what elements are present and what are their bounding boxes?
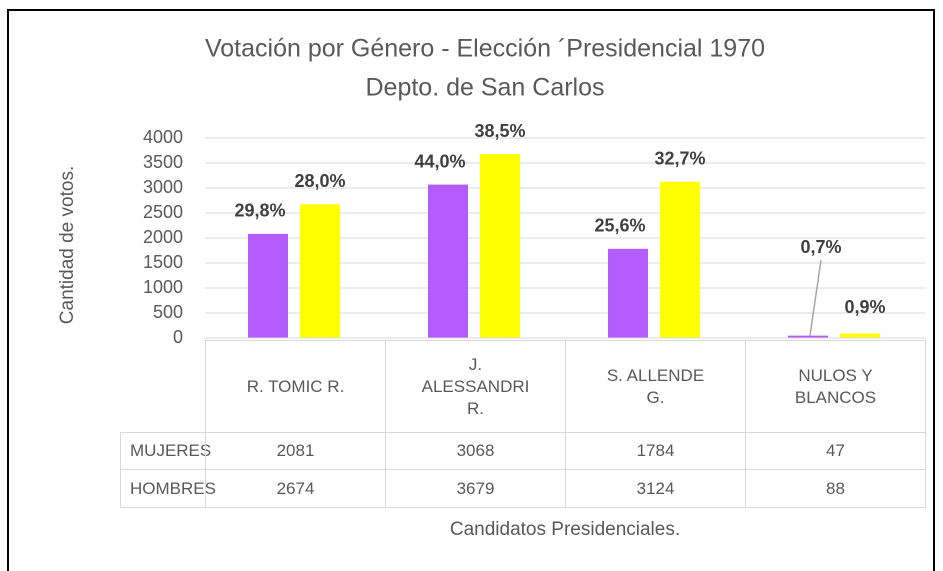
x-tick-label: R. TOMIC R. <box>246 376 345 396</box>
data-label: 25,6% <box>594 216 645 236</box>
y-tick-label: 1500 <box>143 252 183 272</box>
data-label: 38,5% <box>474 121 525 141</box>
bar <box>300 204 340 338</box>
x-tick-label: S. ALLENDE G. <box>606 365 705 407</box>
data-label: 0,9% <box>844 297 885 317</box>
x-tick-label: J. ALESSANDRI R. <box>421 354 530 418</box>
table-value: 2674 <box>205 469 386 508</box>
chart-title: Votación por Género - Elección ´Presiden… <box>205 35 765 63</box>
table-value: 2081 <box>205 432 386 470</box>
data-label: 32,7% <box>654 149 705 169</box>
y-tick-label: 1000 <box>143 277 183 297</box>
bar <box>788 335 828 338</box>
table-value: 3068 <box>385 432 566 470</box>
y-tick-label: 2500 <box>143 202 183 222</box>
table-value: 47 <box>745 432 926 470</box>
y-tick-label: 4000 <box>143 127 183 147</box>
table-value: 1784 <box>565 432 746 470</box>
table-value: 88 <box>745 469 926 508</box>
data-label: 44,0% <box>414 151 465 171</box>
y-tick-label: 2000 <box>143 227 183 247</box>
bar <box>480 154 520 338</box>
bar <box>248 233 288 338</box>
category-header: NULOS Y BLANCOS <box>745 340 926 433</box>
y-tick-label: 500 <box>153 302 183 322</box>
bar <box>660 181 700 338</box>
data-label: 28,0% <box>294 171 345 191</box>
leader-line <box>809 259 822 336</box>
y-tick-label: 3500 <box>143 152 183 172</box>
data-label: 0,7% <box>800 237 841 257</box>
category-header: S. ALLENDE G. <box>565 340 746 433</box>
data-label: 29,8% <box>234 201 285 221</box>
bar <box>840 333 880 338</box>
bar <box>428 184 468 338</box>
x-axis-title: Candidatos Presidenciales. <box>450 519 680 540</box>
table-value: 3124 <box>565 469 746 508</box>
category-header: J. ALESSANDRI R. <box>385 340 566 433</box>
legend-label: MUJERES <box>130 441 212 460</box>
y-axis-title: Cantidad de votos. <box>57 166 78 324</box>
table-value: 3679 <box>385 469 566 508</box>
bar <box>608 248 648 338</box>
legend-cell: HOMBRES <box>120 469 216 508</box>
chart-border <box>7 9 935 571</box>
x-tick-label: NULOS Y BLANCOS <box>794 365 877 407</box>
y-tick-label: 0 <box>173 327 183 347</box>
category-header: R. TOMIC R. <box>205 340 386 433</box>
legend-label: HOMBRES <box>130 478 216 498</box>
y-tick-label: 3000 <box>143 177 183 197</box>
chart-subtitle: Depto. de San Carlos <box>365 74 604 102</box>
legend-cell: MUJERES <box>120 432 211 470</box>
